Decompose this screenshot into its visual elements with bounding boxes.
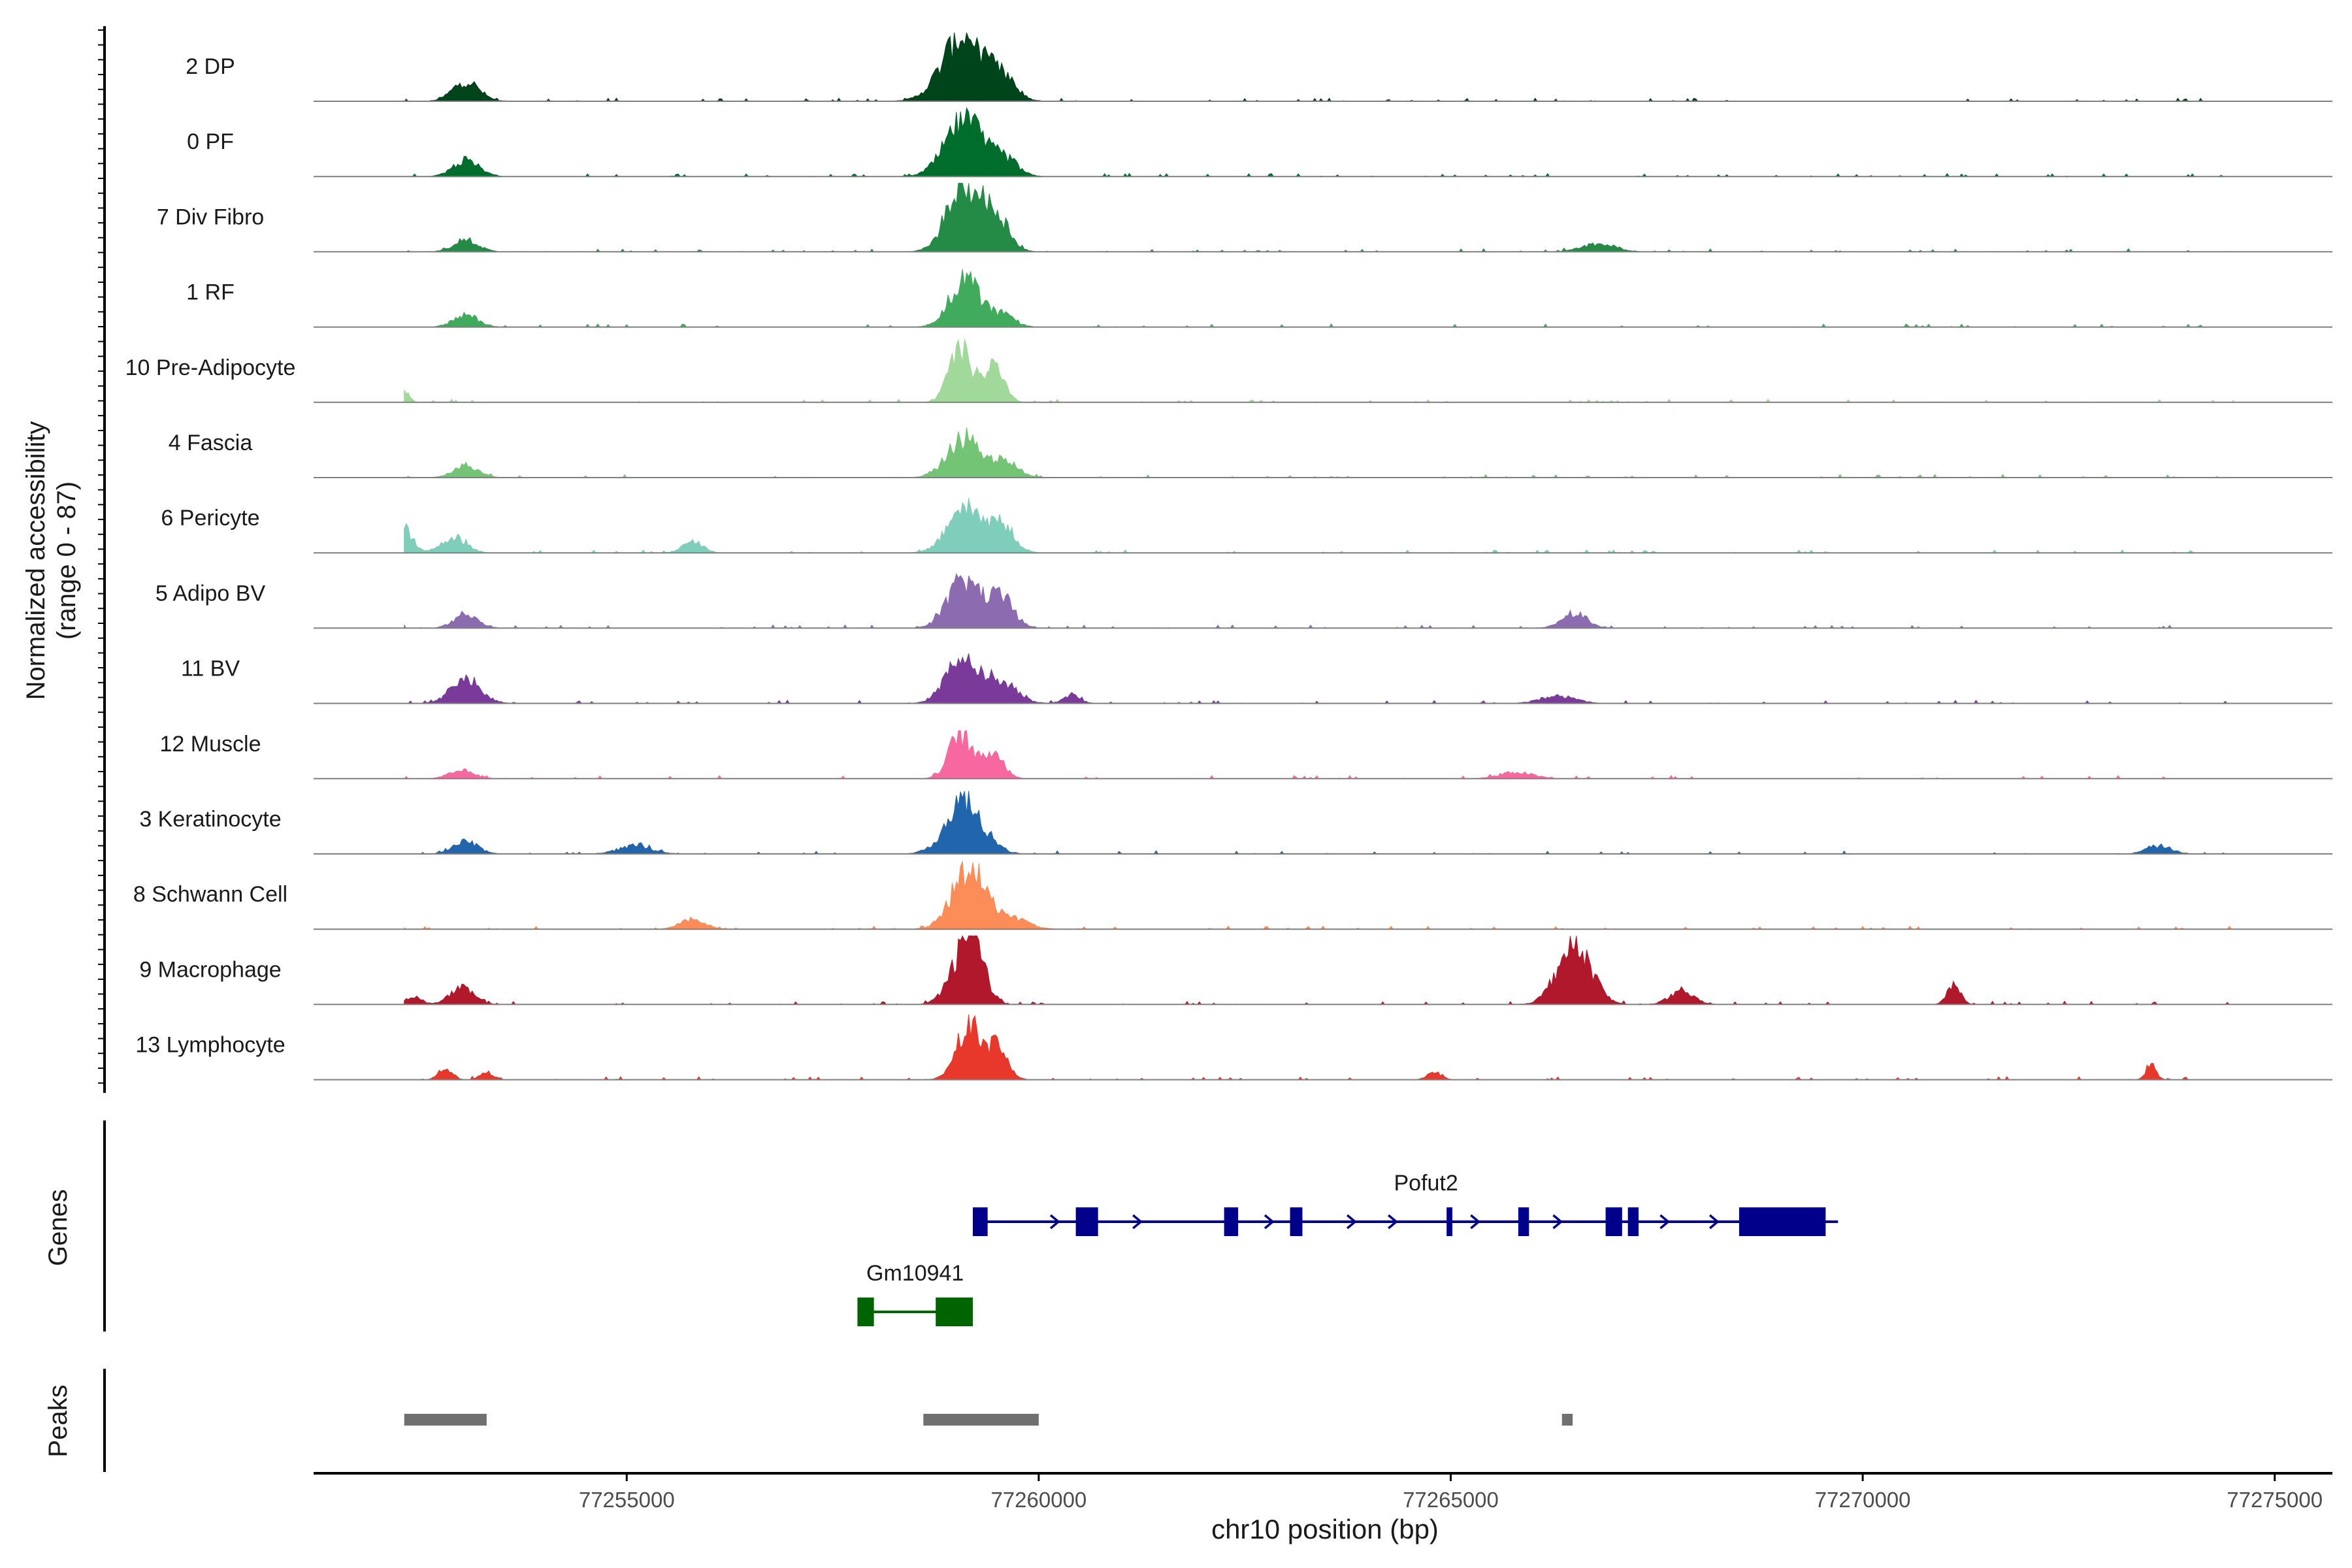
genes-track-label: Genes <box>44 1189 73 1266</box>
strand-arrow <box>1708 1214 1720 1230</box>
gene-gm10941: Gm10941 <box>857 1261 973 1326</box>
y-axis-title-line1: Normalized accessibility <box>22 421 50 700</box>
exon <box>1518 1207 1529 1236</box>
x-axis: 77255000 77260000 77265000 77270000 77275000 <box>314 1472 2332 1512</box>
strand-arrow <box>1470 1214 1481 1230</box>
track-7: 6 Pericyte <box>161 498 2332 554</box>
peak-region <box>404 1414 487 1426</box>
exon <box>1605 1207 1622 1236</box>
track-label: 2 DP <box>186 54 235 79</box>
track-label: 5 Adipo BV <box>155 581 266 606</box>
exon <box>1627 1207 1639 1236</box>
strand-arrow <box>1659 1214 1671 1230</box>
track-11: 3 Keratinocyte <box>139 791 2332 855</box>
x-tick-label: 77270000 <box>1815 1488 1911 1512</box>
exon <box>972 1207 988 1236</box>
strand-arrow <box>1264 1214 1275 1230</box>
genes-track: Pofut2 Gm10941 <box>103 1120 1838 1331</box>
peaks-track-label: Peaks <box>44 1384 73 1457</box>
track-label: 1 RF <box>186 280 235 305</box>
exon <box>1075 1207 1098 1236</box>
track-13: 9 Macrophage <box>139 935 2332 1005</box>
exon <box>1290 1207 1303 1236</box>
gene-pofut2: Pofut2 <box>972 1171 1838 1236</box>
strand-arrow <box>1347 1214 1357 1230</box>
track-label: 10 Pre-Adipocyte <box>125 355 296 380</box>
peak-region <box>1561 1414 1573 1426</box>
strand-arrow <box>1552 1214 1563 1230</box>
strand-arrow <box>1049 1214 1060 1230</box>
track-14: 13 Lymphocyte <box>135 1014 2332 1081</box>
track-label: 3 Keratinocyte <box>139 807 281 832</box>
track-10: 12 Muscle <box>160 730 2332 779</box>
peak-region <box>923 1414 1039 1426</box>
accessibility-y-axis <box>98 26 106 1093</box>
track-12: 8 Schwann Cell <box>133 861 2332 930</box>
coverage-tracks: 2 DP 0 PF 7 Div Fibro 1 RF 10 Pre-Adipocyte 4… <box>125 32 2332 1081</box>
track-1: 2 DP <box>186 32 2332 102</box>
strand-arrow <box>1388 1214 1398 1230</box>
exon <box>1446 1207 1453 1236</box>
exon <box>1224 1207 1239 1236</box>
track-label: 8 Schwann Cell <box>133 882 287 907</box>
x-tick-label: 77255000 <box>579 1488 675 1512</box>
exon <box>1739 1207 1826 1236</box>
x-tick-label: 77265000 <box>1403 1488 1499 1512</box>
track-8: 5 Adipo BV <box>155 572 2332 629</box>
track-3: 7 Div Fibro <box>157 182 2332 253</box>
track-label: 7 Div Fibro <box>157 204 264 229</box>
x-axis-title: chr10 position (bp) <box>1211 1514 1439 1544</box>
exon <box>857 1298 874 1326</box>
gene-label: Gm10941 <box>866 1261 964 1286</box>
exon <box>936 1298 973 1326</box>
gene-label: Pofut2 <box>1394 1171 1458 1196</box>
track-label: 11 BV <box>181 657 240 681</box>
track-label: 4 Fascia <box>169 431 253 455</box>
y-axis-title-line2: (range 0 - 87) <box>52 482 81 640</box>
x-tick-label: 77275000 <box>2227 1488 2323 1512</box>
peaks-track <box>103 1369 1573 1472</box>
strand-arrow <box>1132 1214 1143 1230</box>
track-label: 9 Macrophage <box>139 957 281 982</box>
track-4: 1 RF <box>186 269 2332 328</box>
track-2: 0 PF <box>187 106 2332 178</box>
track-6: 4 Fascia <box>169 427 2332 478</box>
track-label: 0 PF <box>187 129 234 154</box>
track-5: 10 Pre-Adipocyte <box>125 338 2332 403</box>
track-label: 6 Pericyte <box>161 506 259 531</box>
track-label: 12 Muscle <box>160 732 261 757</box>
track-9: 11 BV <box>181 653 2332 704</box>
track-label: 13 Lymphocyte <box>135 1033 285 1058</box>
x-tick-label: 77260000 <box>990 1488 1086 1512</box>
